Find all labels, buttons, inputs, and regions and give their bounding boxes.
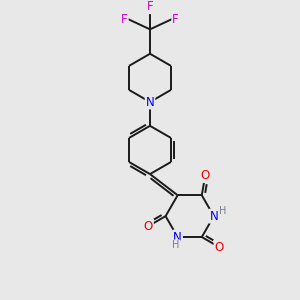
Text: O: O [214,241,224,254]
Text: F: F [147,0,153,13]
Text: O: O [201,169,210,182]
Text: H: H [172,240,180,250]
Text: H: H [219,206,226,216]
Text: F: F [172,13,179,26]
Text: N: N [173,230,182,244]
Text: F: F [121,13,128,26]
Text: N: N [209,210,218,223]
Text: N: N [146,95,154,109]
Text: O: O [144,220,153,233]
